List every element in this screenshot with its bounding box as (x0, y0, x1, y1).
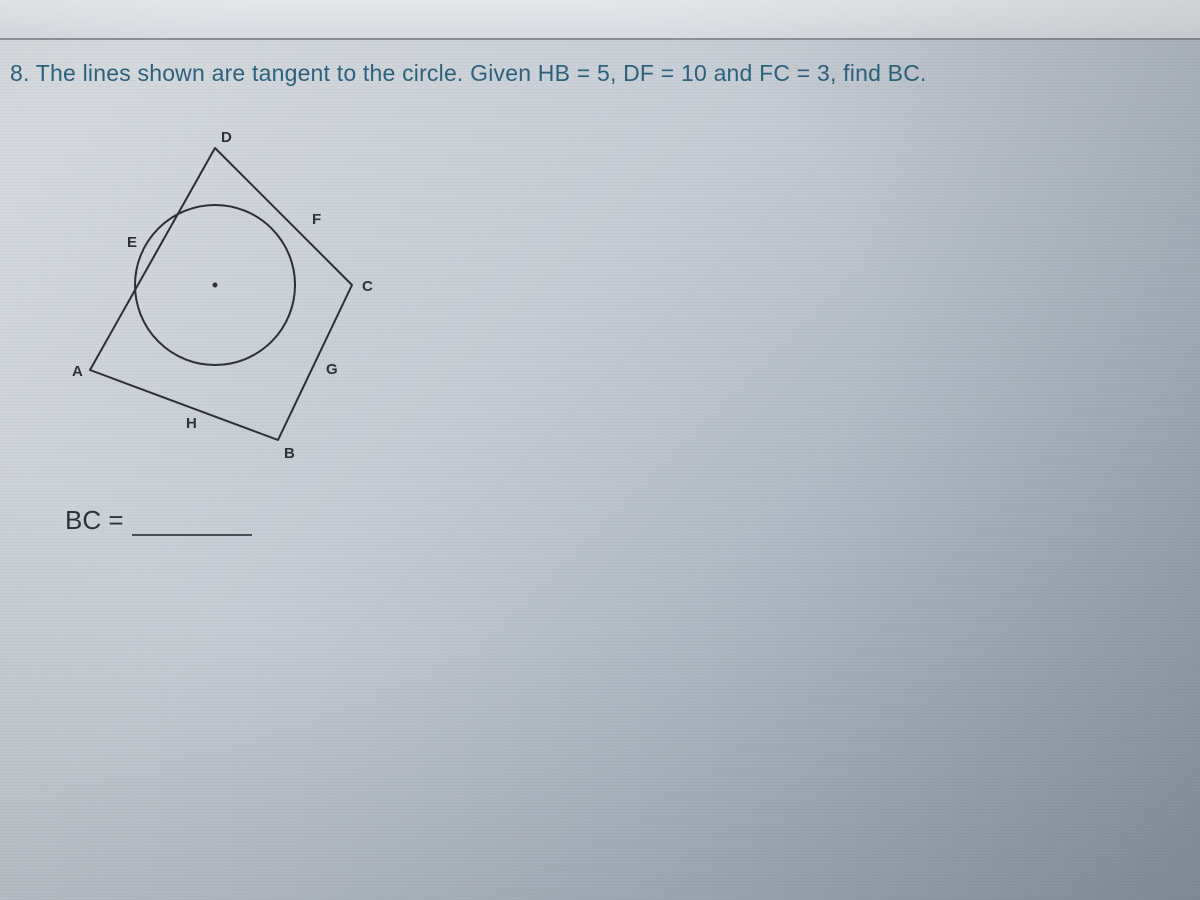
window-top-bar (0, 0, 1200, 40)
vertex-label-C: C (362, 278, 373, 295)
diagram-svg: D C B A F G H E (40, 110, 400, 470)
tangent-label-H: H (186, 415, 197, 432)
question-number: 8. (10, 60, 30, 86)
vertex-label-A: A (72, 363, 83, 380)
tangent-label-F: F (312, 211, 321, 228)
vertex-label-B: B (284, 445, 295, 462)
geometry-diagram: D C B A F G H E (40, 110, 400, 470)
tangent-label-G: G (326, 361, 338, 378)
circle-center-dot (213, 283, 218, 288)
tangent-quadrilateral (90, 148, 352, 440)
question-body: The lines shown are tangent to the circl… (36, 60, 927, 86)
tangent-label-E: E (127, 234, 137, 251)
vertex-label-D: D (221, 129, 232, 146)
answer-blank[interactable] (132, 507, 252, 536)
question-text: 8. The lines shown are tangent to the ci… (10, 60, 1180, 87)
answer-prefix: BC = (65, 505, 124, 536)
answer-row: BC = (65, 505, 252, 536)
